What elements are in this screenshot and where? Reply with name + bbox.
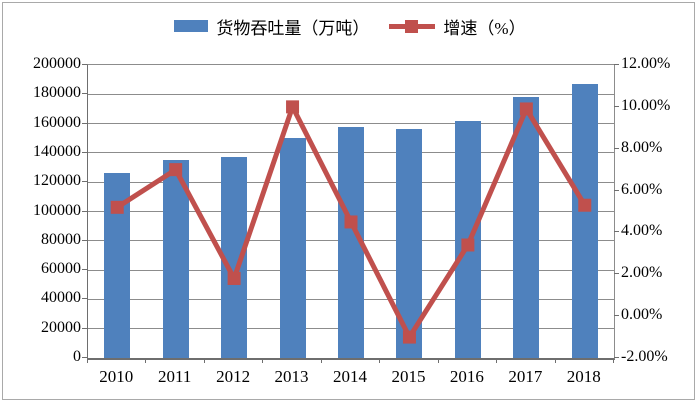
line-marker-2012 (227, 271, 241, 285)
plot-area (87, 64, 615, 360)
y-axis-right-tick (614, 189, 619, 191)
x-axis-tick (203, 359, 205, 363)
y-axis-right-label: 4.00% (621, 222, 663, 240)
y-axis-left-label: 160000 (33, 113, 81, 131)
y-axis-right-tick (614, 64, 619, 65)
x-axis-label-2014: 2014 (332, 367, 367, 386)
line-marker-2010 (110, 200, 124, 214)
y-axis-left-label: 80000 (41, 230, 81, 248)
line-marker-2011 (169, 163, 183, 177)
y-axis-left-tick (82, 239, 87, 241)
legend-item-throughput: 货物吞吐量（万吨） (174, 14, 369, 39)
x-axis-tick (379, 359, 381, 363)
y-axis-left-tick (82, 327, 87, 329)
y-axis-right-label: 0.00% (621, 306, 663, 324)
x-axis-tick (437, 359, 439, 363)
y-axis-left-tick (82, 357, 87, 358)
y-axis-right-tick (614, 231, 619, 233)
x-axis-label-2018: 2018 (566, 367, 601, 386)
y-axis-right-tick (614, 105, 619, 107)
y-axis-right-label: 12.00% (621, 55, 671, 72)
bar-2013 (279, 137, 306, 358)
y-axis-left-label: 60000 (41, 260, 81, 278)
gridline (88, 123, 614, 125)
y-axis-right-tick (614, 357, 619, 358)
x-axis-tick (262, 359, 264, 363)
y-axis-right-tick (614, 147, 619, 149)
y-axis-left-tick (82, 122, 87, 124)
y-axis-left-label: 180000 (33, 84, 81, 102)
y-axis-left-label: 200000 (33, 55, 81, 72)
x-axis-tick (613, 359, 614, 363)
x-axis-label-2016: 2016 (449, 367, 484, 386)
x-axis-label-2013: 2013 (274, 367, 309, 386)
x-axis-tick (554, 359, 556, 363)
legend-label-growth: 增速（%） (443, 18, 526, 38)
legend: 货物吞吐量（万吨） 增速（%） (0, 14, 700, 38)
y-axis-left-tick (82, 64, 87, 65)
gridline (88, 93, 614, 95)
bar-series-swatch-icon (174, 20, 209, 32)
y-axis-left-tick (82, 93, 87, 95)
y-axis-right-tick (614, 315, 619, 317)
y-axis-left-label: 0 (73, 348, 81, 365)
y-axis-left-label: 40000 (41, 289, 81, 307)
line-marker-2018 (578, 198, 592, 212)
line-marker-2014 (344, 215, 358, 229)
x-axis-label-2011: 2011 (157, 367, 192, 386)
legend-item-growth: 增速（%） (389, 14, 526, 39)
y-axis-right-label: 2.00% (621, 264, 663, 282)
line-series-swatch-icon (389, 19, 436, 33)
line-marker-2013 (286, 100, 300, 114)
x-axis-label-2017: 2017 (508, 367, 543, 386)
x-axis-tick (320, 359, 322, 363)
y-axis-right-tick (614, 273, 619, 275)
line-marker-2017 (519, 102, 533, 116)
x-axis-tick (145, 359, 147, 363)
x-axis-label-2015: 2015 (391, 367, 426, 386)
y-axis-left-label: 20000 (41, 318, 81, 336)
bar-2017 (513, 97, 540, 358)
y-axis-left-tick (82, 181, 87, 183)
y-axis-left-label: 140000 (33, 142, 81, 160)
line-marker-2015 (402, 330, 416, 344)
y-axis-left-label: 120000 (33, 172, 81, 190)
y-axis-left-tick (82, 269, 87, 271)
x-axis-label-2012: 2012 (216, 367, 251, 386)
y-axis-right-label: 6.00% (621, 180, 663, 198)
y-axis-right-label: 8.00% (621, 138, 663, 156)
legend-label-throughput: 货物吞吐量（万吨） (216, 18, 370, 38)
bar-2011 (162, 160, 189, 358)
legend-square-marker (405, 19, 419, 33)
y-axis-left-tick (82, 298, 87, 300)
y-axis-right-label: -2.00% (621, 348, 668, 365)
x-axis-tick (87, 359, 88, 363)
bar-2018 (571, 84, 598, 358)
y-axis-left-label: 100000 (33, 201, 81, 219)
growth-line-chart (110, 100, 592, 344)
y-axis-right-label: 10.00% (621, 96, 671, 114)
x-axis-label-2010: 2010 (99, 367, 134, 386)
x-axis-tick (496, 359, 498, 363)
y-axis-left-tick (82, 151, 87, 153)
line-marker-2016 (461, 238, 475, 252)
y-axis-left-tick (82, 210, 87, 212)
